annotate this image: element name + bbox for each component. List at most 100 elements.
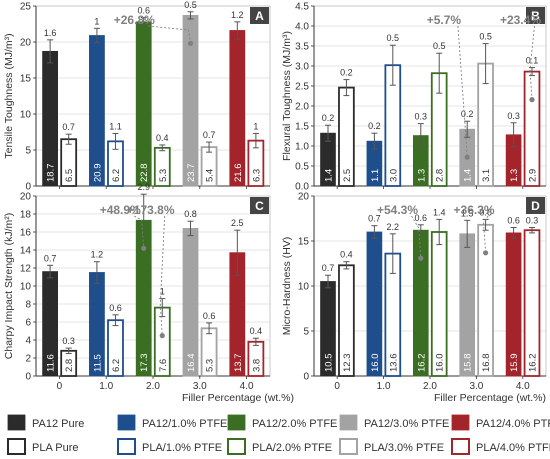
bar-value-label: 22.8 xyxy=(139,164,150,183)
legend-label: PA12 Pure xyxy=(32,418,84,430)
y-tick-label: 10 xyxy=(298,282,310,293)
bar-value-label: 1.4 xyxy=(323,169,334,182)
panel-badge xyxy=(250,7,269,24)
annotation-label: +5.7% xyxy=(427,13,462,27)
error-label: 0.4 xyxy=(156,133,169,143)
bar-pa12-4 xyxy=(229,30,246,187)
y-tick-label: 3.0 xyxy=(295,62,309,73)
bar-value-label: 2.5 xyxy=(342,169,353,182)
annotation-leader xyxy=(483,215,489,253)
y-tick-label: 4.0 xyxy=(295,22,309,33)
y-tick-label: 10 xyxy=(20,282,32,293)
legend-label: PA12/3.0% PTFE xyxy=(364,418,449,430)
error-label: 0.3 xyxy=(526,216,539,226)
error-label: 0.7 xyxy=(62,122,75,132)
y-tick-label: 1.5 xyxy=(295,122,309,133)
y-tick-label: 0.5 xyxy=(295,162,309,173)
error-label: 0.6 xyxy=(479,207,492,217)
y-tick-label: 3.5 xyxy=(295,42,309,53)
annotation-label: +26.8% xyxy=(114,13,155,27)
bar-value-label: 16.2 xyxy=(528,354,539,373)
bar-value-label: 16.4 xyxy=(186,354,197,373)
annotation-leader xyxy=(411,215,422,259)
legend-label: PLA/4.0% PTFE xyxy=(476,442,550,454)
error-label: 1.4 xyxy=(433,207,446,217)
y-tick-label: 4 xyxy=(25,336,31,347)
annotation-dot xyxy=(483,250,489,256)
x-tick-label: 3.0 xyxy=(193,381,207,392)
y-tick-label: 5 xyxy=(303,327,309,338)
bar-value-label: 10.5 xyxy=(323,354,334,373)
bar-value-label: 20.9 xyxy=(92,164,103,183)
error-label: 2.2 xyxy=(387,222,400,232)
error-label: 0.6 xyxy=(109,303,122,313)
error-label: 1.2 xyxy=(91,250,104,260)
y-tick-label: 20 xyxy=(298,192,310,203)
bar-value-label: 11.5 xyxy=(92,354,103,372)
error-label: 0.8 xyxy=(184,209,197,219)
bar-pa12-1 xyxy=(89,35,105,187)
y-tick-label: 15 xyxy=(20,74,32,85)
annotation-label: +48.9% xyxy=(100,203,141,217)
bar-value-label: 1.3 xyxy=(509,169,520,182)
bar-value-label: 6.3 xyxy=(251,169,262,182)
error-label: 0.6 xyxy=(415,213,428,223)
error-label: 2.5 xyxy=(231,218,244,228)
annotation-dot xyxy=(141,245,147,251)
annotation-dot xyxy=(418,255,424,261)
y-tick-label: 10 xyxy=(20,110,32,121)
x-tick-label: 2.0 xyxy=(146,381,160,392)
y-tick-label: 1.0 xyxy=(295,142,309,153)
panel-letter: D xyxy=(531,199,540,213)
legend-label: PLA/1.0% PTFE xyxy=(142,442,222,454)
error-label: 1.5 xyxy=(461,208,474,218)
bar-value-label: 3.1 xyxy=(481,169,492,182)
annotation-label: +36.3% xyxy=(454,203,495,217)
bar-value-label: 16.0 xyxy=(435,354,446,373)
bar-value-label: 6.2 xyxy=(111,359,122,372)
annotation-label: +173.8% xyxy=(127,203,175,217)
error-label: 0.2 xyxy=(322,113,335,123)
error-label: 0.4 xyxy=(250,326,263,336)
error-label: 0.7 xyxy=(203,130,216,140)
bar-value-label: 5.3 xyxy=(205,359,216,372)
error-label: 0.5 xyxy=(433,41,446,51)
error-label: 0.3 xyxy=(507,111,520,121)
bar-value-label: 2.9 xyxy=(528,169,539,182)
error-label: 1 xyxy=(160,287,165,297)
legend-swatch xyxy=(451,438,470,455)
chart-panel-b: 0.0 0.5 1.0 1.5 2.0 2.5 3.0 3.5 4.0 4.5 Flexural T… xyxy=(281,2,547,193)
legend-label: PLA/3.0% PTFE xyxy=(364,442,444,454)
x-tick-label: 0 xyxy=(334,381,340,392)
y-tick-label: 20 xyxy=(20,38,32,49)
y-tick-label: 0 xyxy=(303,372,309,383)
bar-value-label: 13.6 xyxy=(388,354,399,373)
error-label: 0.2 xyxy=(368,121,381,131)
y-tick-label: 18 xyxy=(20,210,32,221)
bar-value-label: 1.3 xyxy=(416,169,427,182)
y-tick-label: 0.0 xyxy=(295,182,309,193)
bar-value-label: 1.1 xyxy=(370,169,381,182)
bar-value-label: 6.5 xyxy=(64,169,75,182)
annotation-leader xyxy=(134,215,145,249)
y-tick-label: 2.0 xyxy=(295,102,309,113)
error-label: 1 xyxy=(253,121,258,131)
bar-value-label: 12.3 xyxy=(342,354,353,373)
bar-value-label: 7.6 xyxy=(158,359,169,372)
legend-swatch xyxy=(7,438,26,455)
legend-swatch xyxy=(339,414,358,431)
error-label: 0.6 xyxy=(507,216,520,226)
legend-label: PLA/2.0% PTFE xyxy=(252,442,332,454)
bar-value-label: 11.6 xyxy=(46,354,57,372)
bar-value-label: 21.6 xyxy=(233,164,244,183)
bar-value-label: 16.2 xyxy=(416,354,427,373)
error-label: 0.5 xyxy=(387,33,400,43)
legend-swatch xyxy=(227,414,246,431)
y-tick-label: 4.5 xyxy=(295,2,309,13)
x-axis-label: Filler Percentage (wt.%) xyxy=(182,392,294,404)
y-tick-label: 16 xyxy=(20,228,32,239)
bar-value-label: 18.7 xyxy=(46,164,57,183)
bar-value-label: 13.7 xyxy=(233,354,244,373)
